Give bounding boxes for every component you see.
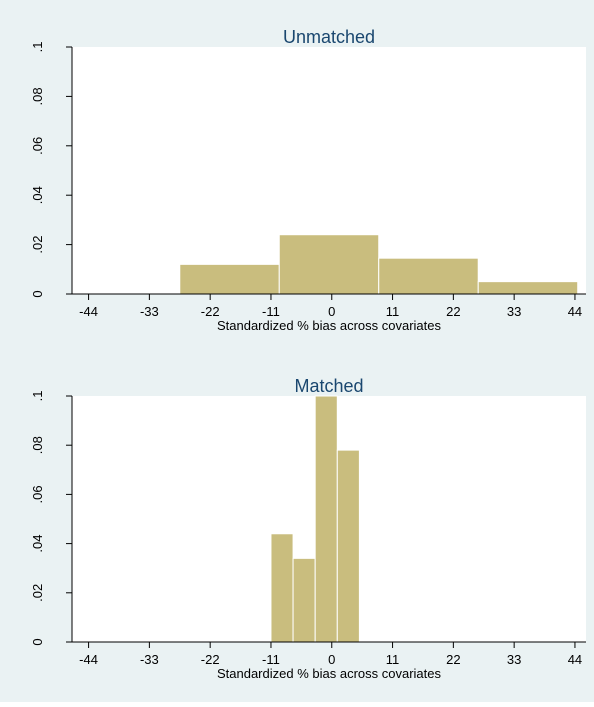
x-tick-label: -11: [262, 652, 280, 667]
x-tick-label: 44: [568, 304, 582, 319]
y-tick-label: .04: [30, 535, 45, 553]
histogram-bar: [270, 533, 294, 643]
x-tick-label: 0: [328, 304, 335, 319]
x-tick-label: 44: [568, 652, 582, 667]
histogram-bar: [292, 557, 316, 643]
x-tick-label: 33: [507, 652, 521, 667]
x-tick-label: 22: [446, 304, 460, 319]
histogram-bar: [278, 234, 380, 295]
x-tick-label: -33: [140, 304, 159, 319]
x-tick-label: -33: [140, 652, 159, 667]
y-tick-label: .08: [30, 87, 45, 105]
y-tick-label: 0: [30, 290, 45, 297]
y-tick-label: .1: [30, 42, 45, 53]
x-tick-label: -22: [201, 652, 220, 667]
y-tick-label: .1: [30, 391, 45, 402]
x-tick-label: 11: [386, 304, 400, 319]
x-tick-label: 22: [446, 652, 460, 667]
chart-title: Unmatched: [283, 27, 375, 47]
unmatched-panel: Unmatched 0 .02 .04 .06 .08 .1 -44 -33 -22 -11 0 11 2…: [30, 27, 586, 333]
x-tick-label: -44: [79, 652, 98, 667]
y-tick-label: .04: [30, 186, 45, 204]
x-tick-label: 11: [386, 652, 400, 667]
y-tick-label: .02: [30, 236, 45, 254]
x-tick-label: -22: [201, 304, 220, 319]
x-axis-title: Standardized % bias across covariates: [217, 318, 442, 333]
histogram-bar: [314, 395, 338, 643]
matched-panel: Matched 0 .02 .04 .06 .08 .1 -44 -33 -22 -11 0 11 22 3…: [30, 376, 586, 681]
chart-title: Matched: [294, 376, 363, 396]
histogram-bar: [179, 263, 280, 295]
y-tick-label: .06: [30, 485, 45, 503]
x-tick-label: 0: [328, 652, 335, 667]
x-tick-label: 33: [507, 304, 521, 319]
y-tick-label: .02: [30, 584, 45, 602]
histogram-bar: [378, 257, 479, 295]
histogram-bar: [477, 281, 579, 295]
x-tick-label: -44: [79, 304, 98, 319]
y-tick-label: .08: [30, 436, 45, 454]
y-tick-label: 0: [30, 638, 45, 645]
y-tick-label: .06: [30, 137, 45, 155]
x-axis-title: Standardized % bias across covariates: [217, 666, 442, 681]
histogram-bar: [336, 449, 360, 643]
x-tick-label: -11: [262, 304, 280, 319]
